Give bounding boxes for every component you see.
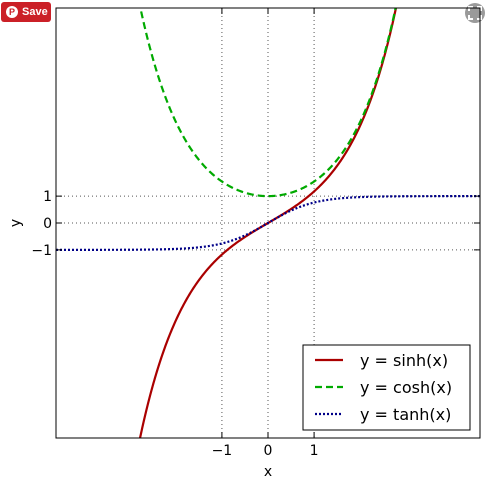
curves xyxy=(56,8,480,438)
y-tick-label: −1 xyxy=(31,243,52,259)
series-tanh-line xyxy=(56,195,480,251)
legend-label-cosh: y = cosh(x) xyxy=(360,378,452,397)
pinterest-icon: P xyxy=(6,6,18,18)
legend: y = sinh(x) y = cosh(x) y = tanh(x) xyxy=(302,344,471,431)
legend-label-sinh: y = sinh(x) xyxy=(360,351,448,370)
save-label: Save xyxy=(22,6,48,18)
x-axis-label: x xyxy=(264,464,272,480)
y-tick-label: 0 xyxy=(43,216,52,232)
y-axis-label: y xyxy=(8,219,24,227)
x-tick-label: −1 xyxy=(212,443,233,459)
series-cosh-line xyxy=(139,8,397,198)
legend-label-tanh: y = tanh(x) xyxy=(360,405,451,424)
y-tick-label: 1 xyxy=(43,189,52,205)
save-button[interactable]: P Save xyxy=(1,2,51,22)
x-tick-label: 0 xyxy=(264,443,273,459)
x-tick-label: 1 xyxy=(310,443,319,459)
ticks: −1 0 1 1 0 −1 xyxy=(31,8,480,459)
